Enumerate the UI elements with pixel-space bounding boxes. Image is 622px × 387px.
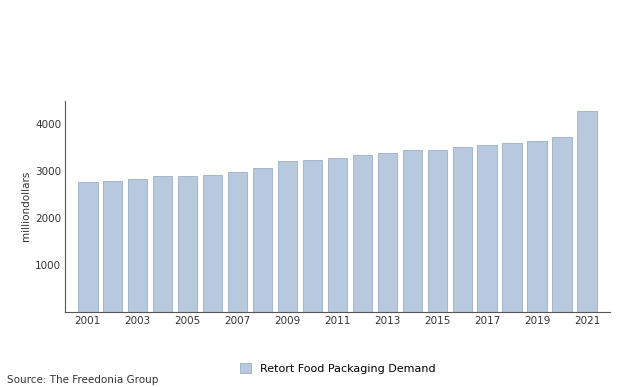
Y-axis label: milliondollars: milliondollars	[21, 171, 31, 241]
Bar	[78, 182, 98, 312]
Text: Freedonia: Freedonia	[508, 72, 565, 81]
Text: Retort Food Packaging Demand, 2001 – 2021: Retort Food Packaging Demand, 2001 – 202…	[7, 11, 330, 24]
Bar	[453, 147, 472, 312]
Bar	[178, 176, 197, 312]
Bar	[253, 168, 272, 312]
Bar	[552, 137, 572, 312]
Bar	[427, 150, 447, 312]
Text: (million dollars): (million dollars)	[7, 33, 122, 46]
Text: Source: The Freedonia Group: Source: The Freedonia Group	[7, 375, 159, 385]
Bar	[503, 143, 522, 312]
Bar	[577, 111, 597, 312]
Legend: Retort Food Packaging Demand: Retort Food Packaging Demand	[239, 363, 435, 374]
Bar	[128, 179, 147, 312]
Bar	[303, 160, 322, 312]
Bar	[478, 145, 497, 312]
Bar	[328, 158, 347, 312]
Bar	[203, 175, 222, 312]
Bar	[103, 181, 123, 312]
Bar	[402, 150, 422, 312]
Bar	[353, 155, 372, 312]
Bar	[278, 161, 297, 312]
Bar	[153, 176, 172, 312]
Bar	[527, 141, 547, 312]
Bar	[228, 172, 248, 312]
Bar	[378, 152, 397, 312]
